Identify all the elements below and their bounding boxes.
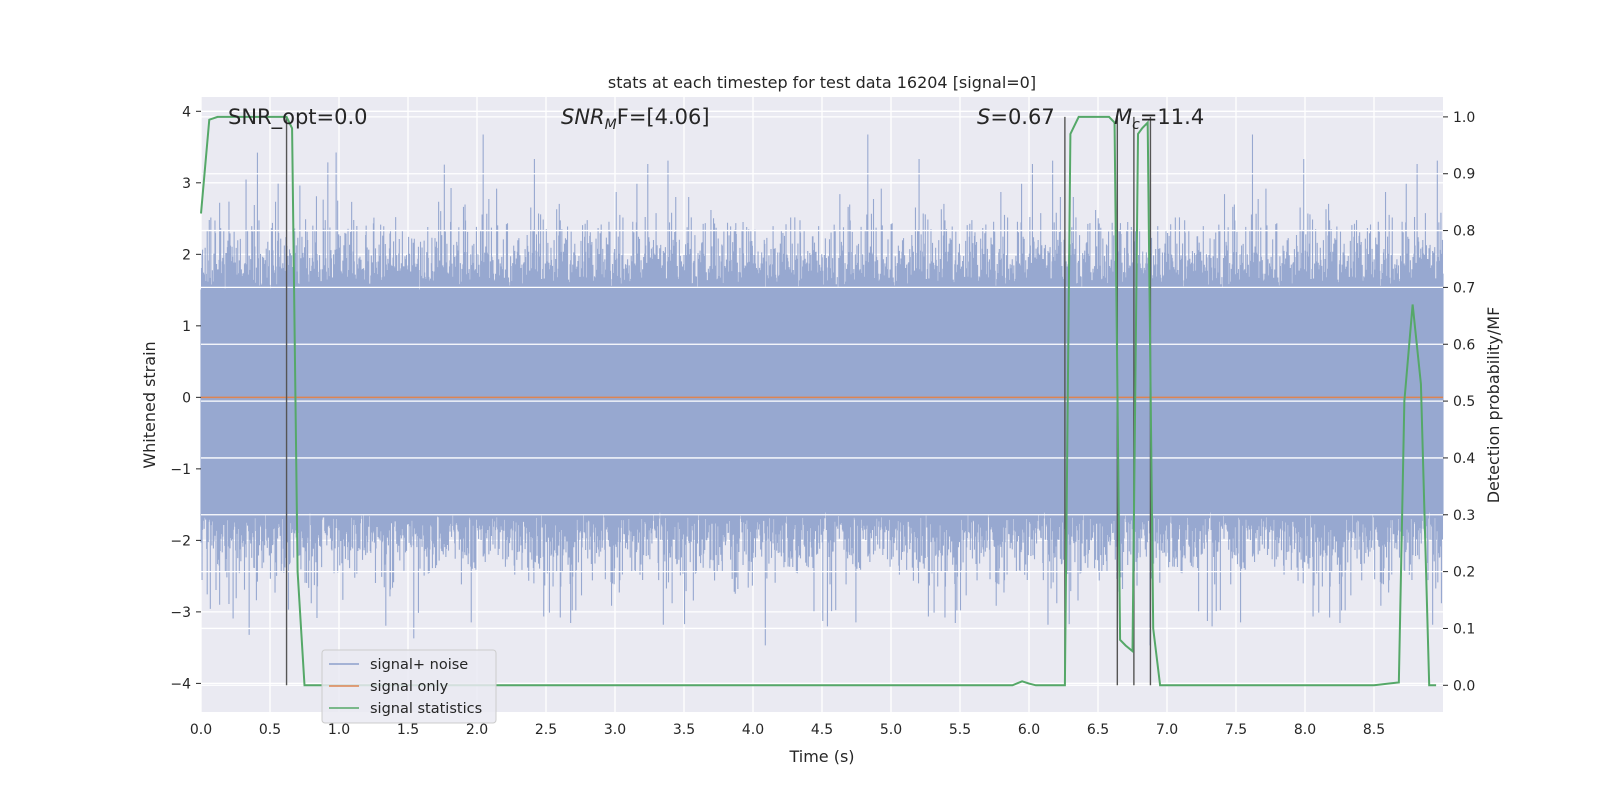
chart-title: stats at each timestep for test data 162…: [608, 73, 1036, 92]
signal-statistics-line: [200, 115, 1437, 687]
legend-label-signal-only: signal only: [370, 679, 449, 695]
annotation-mc-subscript: c: [1132, 117, 1140, 133]
legend-label-signal-statistics: signal statistics: [370, 701, 482, 717]
x-tick-label-4: 2.0: [466, 722, 488, 738]
y-right-tick-label-10: 0.0: [1453, 678, 1475, 694]
x-tick-label-7: 3.5: [673, 722, 695, 738]
x-tick-label-0: 0.0: [190, 722, 212, 738]
y-left-tick-label-2: 2: [182, 247, 191, 263]
legend: signal+ noise signal only signal statist…: [321, 649, 497, 724]
y-left-tick-label-5: −1: [170, 462, 191, 478]
y-right-tick-label-5: 0.5: [1453, 394, 1475, 410]
annotation-mc-value: =11.4: [1140, 105, 1204, 129]
y-right-tick-label-9: 0.1: [1453, 621, 1475, 637]
x-tick-label-16: 8.0: [1294, 722, 1316, 738]
annotation-snr-mf-symbol: SNR: [561, 105, 605, 129]
annotation-s: S=0.67: [977, 105, 1055, 129]
annotation-mc-symbol: M: [1114, 105, 1132, 129]
x-tick-label-12: 6.0: [1018, 722, 1040, 738]
y-right-tick-label-4: 0.6: [1453, 337, 1475, 353]
y-right-tick-label-6: 0.4: [1453, 451, 1475, 467]
x-tick-label-13: 6.5: [1087, 722, 1109, 738]
x-tick-label-1: 0.5: [259, 722, 281, 738]
y-right-tick-label-2: 0.8: [1453, 224, 1475, 240]
annotation-s-value: =0.67: [990, 105, 1054, 129]
annotation-s-symbol: S: [977, 105, 990, 129]
x-tick-label-5: 2.5: [535, 722, 557, 738]
legend-label-signal-noise: signal+ noise: [370, 657, 468, 673]
y-right-tick-label-3: 0.7: [1453, 280, 1475, 296]
y-axis-left-label: Whitened strain: [140, 341, 159, 468]
x-tick-label-17: 8.5: [1363, 722, 1385, 738]
y-right-tick-label-8: 0.2: [1453, 565, 1475, 581]
y-right-tick-label-0: 1.0: [1453, 110, 1475, 126]
x-tick-label-8: 4.0: [742, 722, 764, 738]
x-tick-label-15: 7.5: [1225, 722, 1247, 738]
legend-box: [321, 649, 497, 724]
y-left-tick-label-7: −3: [170, 605, 191, 621]
x-tick-label-14: 7.0: [1156, 722, 1178, 738]
annotation-snr-mf: SNRMF=[4.06]: [561, 105, 710, 133]
x-tick-label-10: 5.0: [880, 722, 902, 738]
y-axis-left-ticks: 4 3 2 1 0 −1 −2 −3 −4: [170, 104, 201, 692]
x-tick-label-3: 1.5: [397, 722, 419, 738]
x-tick-label-6: 3.0: [604, 722, 626, 738]
y-right-tick-label-1: 0.9: [1453, 167, 1475, 183]
x-tick-label-9: 4.5: [811, 722, 833, 738]
y-left-tick-label-6: −2: [170, 533, 191, 549]
annotation-snr-mf-value: F=[4.06]: [617, 105, 710, 129]
y-right-tick-label-7: 0.3: [1453, 508, 1475, 524]
y-axis-right-label: Detection probability/MF: [1484, 307, 1503, 504]
x-axis-ticks: 0.0 0.5 1.0 1.5 2.0 2.5 3.0 3.5 4.0 4.5 5.0 5.5 6.0 6…: [190, 722, 1385, 738]
annotation-snr-mf-subscript: M: [605, 117, 617, 133]
x-axis-label: Time (s): [788, 747, 854, 766]
x-tick-label-11: 5.5: [949, 722, 971, 738]
y-left-tick-label-1: 3: [182, 176, 191, 192]
y-left-tick-label-4: 0: [182, 390, 191, 406]
y-left-tick-label-0: 4: [182, 104, 191, 120]
y-axis-right-ticks: 1.0 0.9 0.8 0.7 0.6 0.5 0.4 0.3 0.2 0.1 0.0: [1443, 110, 1475, 694]
annotation-mc: Mc=11.4: [1114, 105, 1204, 133]
y-left-tick-label-8: −4: [170, 676, 191, 692]
annotation-snr-opt: SNR_opt=0.0: [228, 105, 368, 130]
y-left-tick-label-3: 1: [182, 319, 191, 335]
x-tick-label-2: 1.0: [328, 722, 350, 738]
